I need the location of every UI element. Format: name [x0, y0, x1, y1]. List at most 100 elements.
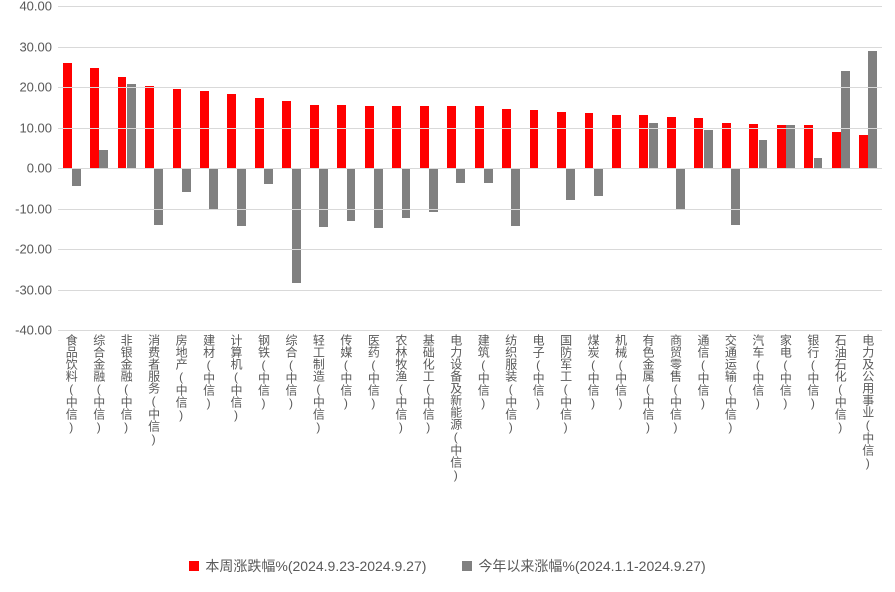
- bar: [694, 118, 703, 168]
- bar: [777, 125, 786, 168]
- x-axis-category-label: 银行(中信): [805, 330, 822, 410]
- y-axis-tick-label: 10.00: [19, 120, 58, 135]
- y-axis-tick-label: -10.00: [15, 201, 58, 216]
- legend: 本周涨跌幅%(2024.9.23-2024.9.27) 今年以来涨幅%(2024.…: [0, 556, 895, 576]
- bar: [402, 168, 411, 218]
- legend-label: 今年以来涨幅%(2024.1.1-2024.9.27): [478, 556, 705, 576]
- x-axis-category-label: 机械(中信): [613, 330, 630, 410]
- legend-item: 本周涨跌幅%(2024.9.23-2024.9.27): [189, 556, 426, 576]
- bar: [841, 71, 850, 168]
- x-axis-category-label: 石油石化(中信): [832, 330, 849, 434]
- bar: [392, 106, 401, 168]
- plot-area: -40.00-30.00-20.00-10.000.0010.0020.0030…: [58, 6, 882, 330]
- bar: [731, 168, 740, 225]
- y-axis-tick-label: 0.00: [27, 161, 58, 176]
- x-axis-category-label: 商贸零售(中信): [668, 330, 685, 434]
- bar: [347, 168, 356, 221]
- bar: [63, 63, 72, 168]
- bar: [859, 135, 868, 168]
- legend-swatch: [189, 561, 199, 571]
- bar: [868, 51, 877, 168]
- legend-label: 本周涨跌幅%(2024.9.23-2024.9.27): [205, 556, 426, 576]
- gridline: [58, 6, 882, 7]
- bar: [667, 117, 676, 168]
- bar: [182, 168, 191, 192]
- x-axis-category-label: 消费者服务(中信): [146, 330, 163, 446]
- y-axis-tick-label: -40.00: [15, 323, 58, 338]
- bar: [511, 168, 520, 226]
- x-axis-category-label: 通信(中信): [695, 330, 712, 410]
- bar: [374, 168, 383, 228]
- legend-item: 今年以来涨幅%(2024.1.1-2024.9.27): [462, 556, 705, 576]
- bar: [804, 125, 813, 168]
- bar: [282, 101, 291, 168]
- bar: [72, 168, 81, 186]
- bar: [786, 125, 795, 168]
- bar: [264, 168, 273, 184]
- bar: [319, 168, 328, 227]
- x-axis-category-label: 农林牧渔(中信): [393, 330, 410, 434]
- bar: [557, 112, 566, 168]
- bar: [118, 77, 127, 168]
- bar: [566, 168, 575, 200]
- x-axis-category-label: 汽车(中信): [750, 330, 767, 410]
- x-axis-category-label: 有色金属(中信): [640, 330, 657, 434]
- x-axis-category-label: 建材(中信): [201, 330, 218, 410]
- bar: [676, 168, 685, 209]
- bar: [456, 168, 465, 183]
- bar: [237, 168, 246, 226]
- bar: [292, 168, 301, 283]
- bar: [649, 123, 658, 168]
- x-axis-category-label: 交通运输(中信): [722, 330, 739, 434]
- x-axis-category-label: 家电(中信): [777, 330, 794, 410]
- x-axis-category-label: 建筑(中信): [475, 330, 492, 410]
- y-axis-tick-label: 30.00: [19, 39, 58, 54]
- x-axis-category-label: 煤炭(中信): [585, 330, 602, 410]
- bar: [99, 150, 108, 168]
- bar: [365, 106, 374, 168]
- y-axis-tick-label: -30.00: [15, 282, 58, 297]
- y-axis-tick-label: -20.00: [15, 242, 58, 257]
- sector-performance-bar-chart: -40.00 -30.00 -20.00 -10.00 0.00 10.00 20.00 30…: [0, 0, 895, 592]
- x-axis-category-label: 钢铁(中信): [256, 330, 273, 410]
- gridline: [58, 128, 882, 129]
- bar: [429, 168, 438, 212]
- bar: [722, 123, 731, 168]
- x-axis-category-label: 轻工制造(中信): [310, 330, 327, 434]
- bar: [200, 91, 209, 168]
- bar: [127, 84, 136, 168]
- x-axis-category-label: 计算机(中信): [228, 330, 245, 422]
- bar: [484, 168, 493, 183]
- bar: [585, 113, 594, 168]
- bar: [255, 98, 264, 168]
- bar: [90, 68, 99, 168]
- gridline: [58, 47, 882, 48]
- bar: [475, 106, 484, 168]
- bar: [447, 106, 456, 168]
- bar: [639, 115, 648, 168]
- x-axis-category-label: 综合金融(中信): [91, 330, 108, 434]
- bar: [594, 168, 603, 196]
- bar: [612, 115, 621, 168]
- x-axis-category-label: 医药(中信): [365, 330, 382, 410]
- x-axis-category-label: 电力及公用事业(中信): [860, 330, 877, 470]
- bar: [337, 105, 346, 168]
- x-axis-category-label: 房地产(中信): [173, 330, 190, 422]
- x-axis-category-label: 电子(中信): [530, 330, 547, 410]
- x-axis-category-label: 国防军工(中信): [558, 330, 575, 434]
- x-axis-category-label: 纺织服装(中信): [503, 330, 520, 434]
- gridline: [58, 209, 882, 210]
- y-axis-tick-label: 40.00: [19, 0, 58, 14]
- x-axis-category-label: 基础化工(中信): [420, 330, 437, 434]
- y-axis-tick-label: 20.00: [19, 80, 58, 95]
- bar: [227, 94, 236, 168]
- x-axis-category-label: 食品饮料(中信): [63, 330, 80, 434]
- gridline: [58, 290, 882, 291]
- bar: [420, 106, 429, 168]
- gridline: [58, 87, 882, 88]
- bar: [704, 130, 713, 168]
- bar: [759, 140, 768, 168]
- x-axis-category-label: 电力设备及新能源(中信): [448, 330, 465, 482]
- gridline: [58, 249, 882, 250]
- bar: [154, 168, 163, 225]
